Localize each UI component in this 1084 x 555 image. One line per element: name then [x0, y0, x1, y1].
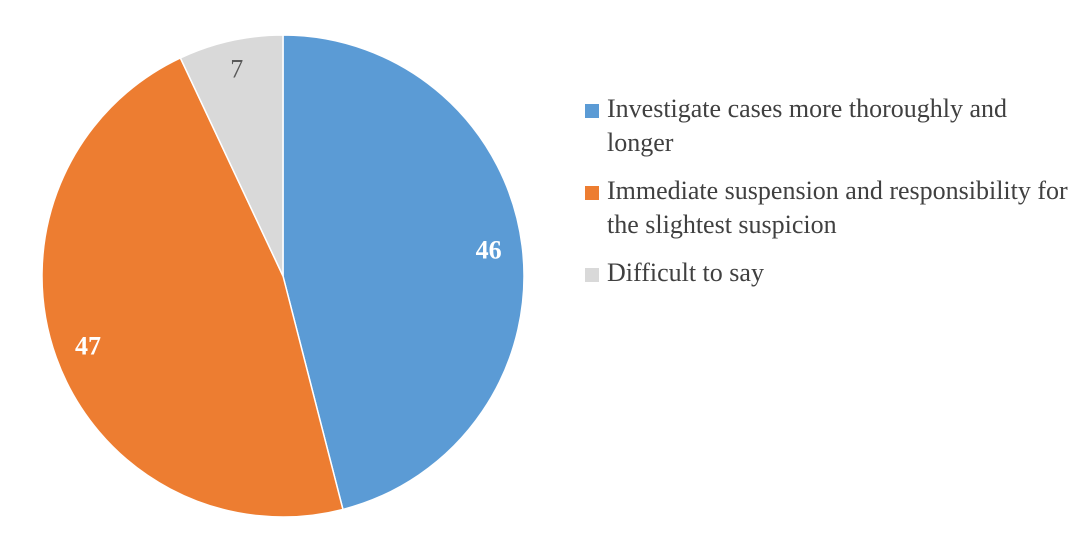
data-label-investigate: 46: [476, 236, 502, 265]
legend-item-difficult-to-say: Difficult to say: [585, 256, 1075, 290]
legend-item-investigate: Investigate cases more thoroughly and lo…: [585, 92, 1075, 160]
legend-swatch-difficult-to-say: [585, 268, 599, 282]
data-label-difficult-to-say: 7: [230, 55, 243, 84]
pie-slice-investigate: [282, 34, 525, 511]
legend-swatch-investigate: [585, 104, 599, 118]
legend-swatch-immediate-suspension: [585, 186, 599, 200]
legend-label-immediate-suspension: Immediate suspension and responsibility …: [607, 176, 1068, 239]
pie-slice-immediate-suspension: [41, 56, 344, 518]
data-label-immediate-suspension: 47: [75, 332, 101, 361]
pie-slice-difficult-to-say: [179, 34, 284, 277]
legend: Investigate cases more thoroughly and lo…: [585, 92, 1075, 304]
legend-label-difficult-to-say: Difficult to say: [607, 258, 764, 287]
legend-label-investigate: Investigate cases more thoroughly and lo…: [607, 94, 1007, 157]
legend-item-immediate-suspension: Immediate suspension and responsibility …: [585, 174, 1075, 242]
pie-slices: [41, 34, 525, 518]
pie-data-labels: 46 47 7: [75, 55, 502, 361]
